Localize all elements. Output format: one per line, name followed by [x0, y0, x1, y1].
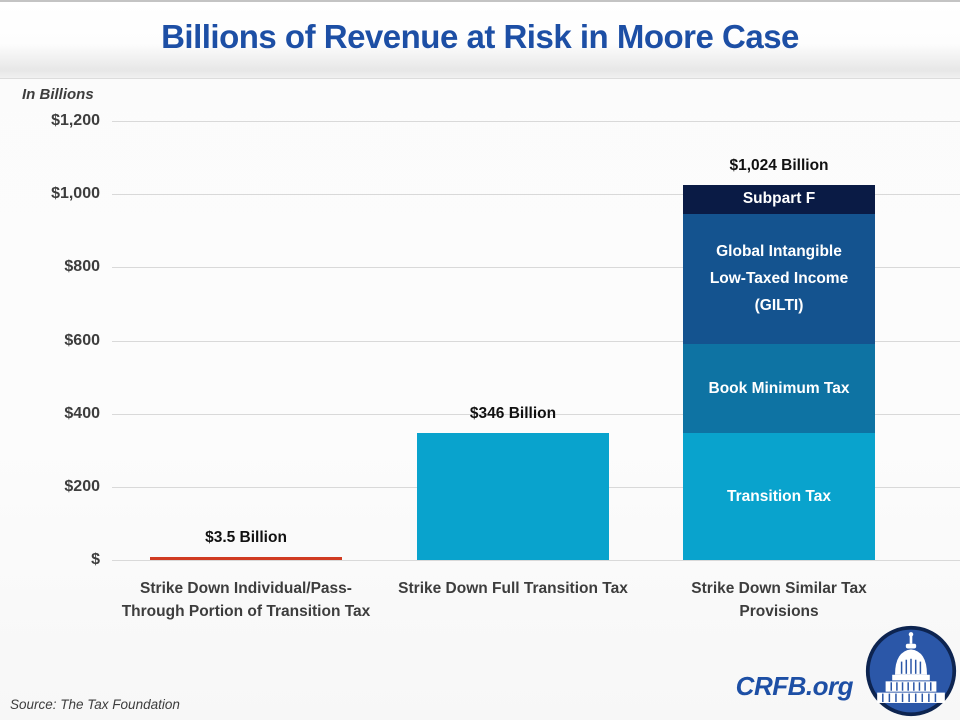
- bar-3-category-label: Strike Down Similar Tax Provisions: [614, 577, 944, 623]
- segment-label: (GILTI): [754, 297, 804, 315]
- bar-1-segment-1: [150, 557, 342, 560]
- bar-3-segment-2: Book Minimum Tax: [683, 343, 875, 434]
- bar-1-value-label: $3.5 Billion: [205, 529, 287, 546]
- segment-label: Low-Taxed Income: [709, 270, 849, 288]
- y-tick-label: $400: [64, 405, 100, 422]
- bar-2-value-label: $346 Billion: [469, 405, 557, 423]
- page-title: Billions of Revenue at Risk in Moore Cas…: [161, 18, 799, 55]
- gridline-800: [112, 267, 960, 268]
- bar-1-category-label: Strike Down Individual/Pass- Through Port…: [81, 577, 411, 623]
- gridline-0: [112, 560, 960, 561]
- segment-label: Global Intangible: [716, 243, 842, 261]
- category-label-line: Through Portion of Transition Tax: [121, 603, 371, 620]
- segment-label: Transition Tax: [727, 487, 831, 505]
- source-note: Source: The Tax Foundation: [10, 697, 180, 712]
- category-label-line: Strike Down Full Transition Tax: [398, 580, 628, 597]
- title-bar: Billions of Revenue at Risk in Moore Cas…: [0, 0, 960, 79]
- y-tick-label: $1,000: [51, 185, 100, 202]
- segment-label: Book Minimum Tax: [708, 379, 850, 397]
- category-label-line: Strike Down Similar Tax: [691, 580, 867, 597]
- category-label-line: Provisions: [739, 603, 819, 620]
- bar-3-segment-4: Subpart F: [683, 185, 875, 214]
- bar-2-category-label: Strike Down Full Transition Tax: [348, 577, 678, 600]
- y-tick-label: $600: [64, 332, 100, 349]
- y-tick-label: $1,200: [51, 112, 100, 129]
- bar-3-segment-1: Transition Tax: [683, 433, 875, 560]
- capitol-dome-logo-icon: [865, 625, 957, 717]
- brand-text: CRFB.org: [735, 671, 854, 701]
- y-tick-label: $: [91, 551, 100, 568]
- gridline-400: [112, 414, 960, 415]
- segment-label: Subpart F: [742, 190, 816, 208]
- bar-3-segment-3: Global Intangible Low-Taxed Income (GILTI): [683, 213, 875, 344]
- y-axis-unit-label: In Billions: [22, 86, 94, 103]
- bar-3-value-label: $1,024 Billion: [729, 157, 829, 175]
- y-tick-label: $800: [64, 258, 100, 275]
- gridline-1000: [112, 194, 960, 195]
- category-label-line: Strike Down Individual/Pass-: [140, 580, 352, 597]
- y-tick-label: $200: [64, 478, 100, 495]
- gridline-1200: [112, 121, 960, 122]
- bar-2-segment-1: [417, 433, 609, 560]
- gridline-600: [112, 341, 960, 342]
